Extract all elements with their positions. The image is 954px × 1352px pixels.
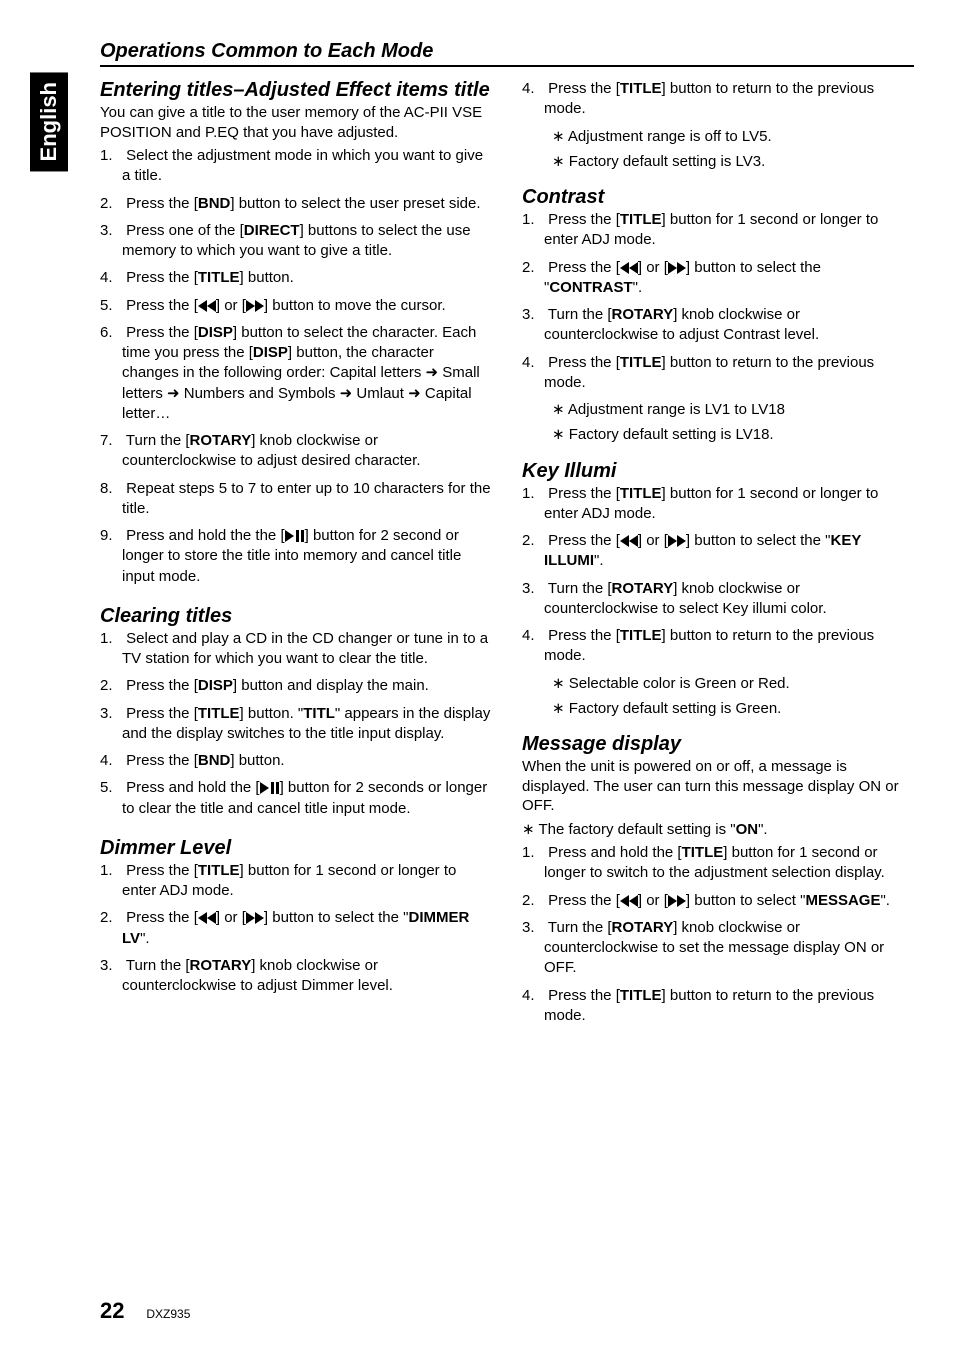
forward-icon [246,912,264,924]
steps-keyillumi: 1. Press the [TITLE] button for 1 second… [522,484,914,667]
note-item: ∗ Selectable color is Green or Red. [552,674,914,694]
prenote-message: ∗ The factory default setting is "ON". [522,820,914,840]
rewind-icon [620,895,638,907]
step-item: 2. Press the [] or [] button to select "… [522,891,914,911]
step-item: 4. Press the [TITLE] button to return to… [522,626,914,667]
page-header: Operations Common to Each Mode [100,40,914,67]
note-item: ∗ Factory default setting is Green. [552,699,914,719]
section-title-entering: Entering titles–Adjusted Effect items ti… [100,79,492,102]
steps-dimmer-cont: 4. Press the [TITLE] button to return to… [522,79,914,120]
page-footer: 22 DXZ935 [100,1298,190,1324]
forward-icon [668,895,686,907]
step-item: 1. Press the [TITLE] button for 1 second… [100,861,492,902]
step-item: 4. Press the [BND] button. [100,751,492,771]
step-item: 2. Press the [] or [] button to select t… [522,531,914,572]
step-item: 3. Turn the [ROTARY] knob clockwise or c… [100,956,492,997]
section-intro-message: When the unit is powered on or off, a me… [522,757,914,816]
step-item: 2. Press the [BND] button to select the … [100,194,492,214]
forward-icon [668,262,686,274]
rewind-icon [198,300,216,312]
step-item: 5. Press and hold the [] button for 2 se… [100,778,492,819]
steps-clearing: 1. Select and play a CD in the CD change… [100,629,492,819]
rewind-icon [620,535,638,547]
steps-dimmer: 1. Press the [TITLE] button for 1 second… [100,861,492,997]
section-intro-entering: You can give a title to the user memory … [100,103,492,142]
left-column: Entering titles–Adjusted Effect items ti… [100,79,492,1033]
steps-entering: 1. Select the adjustment mode in which y… [100,146,492,587]
step-item: 4. Press the [TITLE] button. [100,268,492,288]
step-item: 9. Press and hold the the [] button for … [100,526,492,587]
step-item: 1. Select and play a CD in the CD change… [100,629,492,670]
section-title-dimmer: Dimmer Level [100,837,492,860]
step-item: 1. Press the [TITLE] button for 1 second… [522,210,914,251]
step-item: 4. Press the [TITLE] button to return to… [522,79,914,120]
play-pause-icon [285,530,305,542]
step-item: 3. Turn the [ROTARY] knob clockwise or c… [522,579,914,620]
step-item: 1. Press the [TITLE] button for 1 second… [522,484,914,525]
step-item: 4. Press the [TITLE] button to return to… [522,353,914,394]
step-item: 6. Press the [DISP] button to select the… [100,323,492,424]
content-columns: Entering titles–Adjusted Effect items ti… [100,79,914,1033]
section-title-message: Message display [522,733,914,756]
notes-contrast: ∗ Adjustment range is LV1 to LV18 ∗ Facto… [522,400,914,446]
rewind-icon [620,262,638,274]
step-item: 2. Press the [DISP] button and display t… [100,676,492,696]
section-title-keyillumi: Key Illumi [522,460,914,483]
step-item: 5. Press the [] or [] button to move the… [100,296,492,316]
step-item: 1. Press and hold the [TITLE] button for… [522,843,914,884]
notes-dimmer: ∗ Adjustment range is off to LV5. ∗ Facto… [522,127,914,173]
step-item: 3. Turn the [ROTARY] knob clockwise or c… [522,918,914,979]
step-item: 7. Turn the [ROTARY] knob clockwise or c… [100,431,492,472]
steps-message: 1. Press and hold the [TITLE] button for… [522,843,914,1026]
model-label: DXZ935 [146,1307,190,1321]
notes-keyillumi: ∗ Selectable color is Green or Red. ∗ Fac… [522,674,914,720]
step-item: 3. Press one of the [DIRECT] buttons to … [100,221,492,262]
right-column: 4. Press the [TITLE] button to return to… [522,79,914,1033]
note-item: ∗ Adjustment range is off to LV5. [552,127,914,147]
note-item: ∗ Factory default setting is LV3. [552,152,914,172]
forward-icon [246,300,264,312]
step-item: 3. Press the [TITLE] button. "TITL" appe… [100,704,492,745]
play-pause-icon [260,782,280,794]
step-item: 3. Turn the [ROTARY] knob clockwise or c… [522,305,914,346]
step-item: 2. Press the [] or [] button to select t… [522,258,914,299]
note-item: ∗ Adjustment range is LV1 to LV18 [552,400,914,420]
forward-icon [668,535,686,547]
page-number: 22 [100,1298,124,1323]
section-title-contrast: Contrast [522,186,914,209]
rewind-icon [198,912,216,924]
section-title-clearing: Clearing titles [100,605,492,628]
language-tab: English [30,72,68,171]
step-item: 2. Press the [] or [] button to select t… [100,908,492,949]
step-item: 1. Select the adjustment mode in which y… [100,146,492,187]
note-item: ∗ Factory default setting is LV18. [552,425,914,445]
steps-contrast: 1. Press the [TITLE] button for 1 second… [522,210,914,393]
step-item: 4. Press the [TITLE] button to return to… [522,986,914,1027]
step-item: 8. Repeat steps 5 to 7 to enter up to 10… [100,479,492,520]
